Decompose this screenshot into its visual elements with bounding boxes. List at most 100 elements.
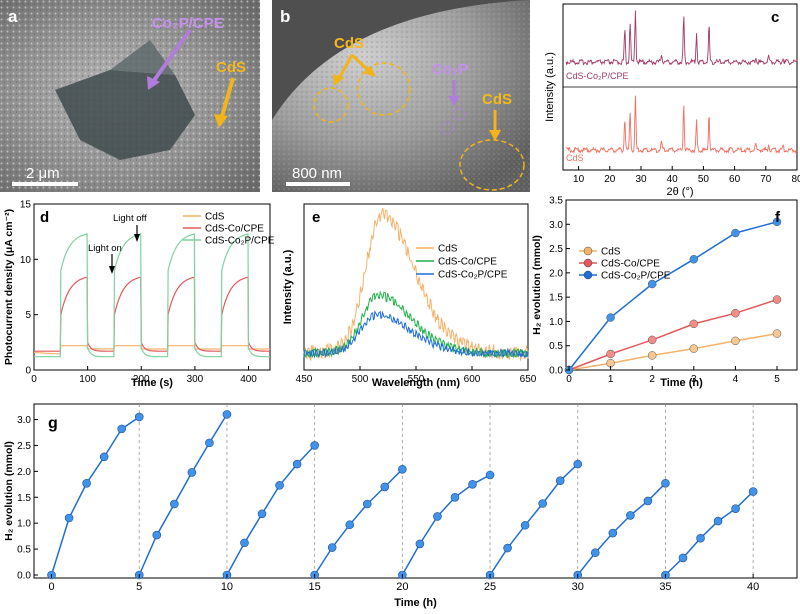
cycling-xtick-label: 15 (309, 581, 321, 593)
h2f-ylabel: H₂ evolution (mmol) (531, 235, 543, 335)
xrd-xtick-label: 40 (667, 174, 679, 185)
photocurrent-legend-0-label: CdS (205, 212, 225, 223)
cycling-point (275, 481, 284, 490)
cycling-point (713, 516, 723, 526)
panel-label-e: e (312, 209, 320, 226)
h2f-legend-0-label: CdS (601, 247, 621, 258)
xrd-xlabel: 2θ (°) (666, 186, 693, 198)
h2f-xtick-label: 2 (649, 374, 655, 385)
cycling-point (433, 512, 442, 521)
photocurrent-series-1 (34, 276, 270, 352)
cycling-point (205, 438, 214, 448)
pl-xlabel: Wavelength (nm) (372, 377, 461, 389)
h2f-point (689, 344, 699, 353)
circle-co2p-2 (452, 107, 466, 121)
panel-label-b: b (280, 7, 290, 26)
cycling-point (608, 528, 618, 538)
h2f-point (772, 329, 782, 338)
arrow-cds-a-head (214, 114, 228, 128)
cycling-point (626, 511, 635, 520)
cycling-xtick-label: 30 (572, 581, 584, 593)
panel-c-xrd-chart: CdS-Co₂P/CPE CdS 10 20 30 40 50 60 70 80 c 2θ (°) In… (544, 3, 800, 198)
scale-bar-label-b: 800 nm (292, 165, 342, 182)
cycling-point (398, 464, 407, 474)
cycling-point (696, 533, 705, 543)
h2f-xtick-label: 0 (566, 374, 572, 385)
xrd-xtick-label: 50 (698, 174, 710, 185)
cycling-point (415, 539, 425, 549)
pl-series-1 (303, 290, 529, 359)
cycling-ytick-label: 0.0 (17, 571, 31, 582)
cycling-point (292, 459, 302, 469)
h2f-series-2 (568, 221, 778, 371)
panel-label-g: g (48, 415, 58, 432)
h2f-ytick-label: 3.0 (549, 220, 563, 231)
xrd-series-label-top: CdS-Co₂P/CPE (566, 71, 629, 81)
arrow-co2p-a (148, 28, 192, 88)
arrow-cds-b1 (336, 53, 372, 81)
cycling-series-3 (313, 468, 403, 576)
annotation-cds-b2: CdS (482, 91, 512, 108)
cycling-point (503, 543, 512, 553)
cycling-point (134, 412, 144, 422)
cycling-point (152, 530, 162, 540)
h2f-frame (565, 199, 798, 371)
photocurrent-series-0 (34, 345, 270, 355)
photocurrent-ytick-label: 0 (25, 366, 31, 377)
arrow-co2p-a-head (147, 76, 160, 90)
circle-cds-2 (357, 62, 411, 116)
h2f-point (772, 217, 782, 227)
sem-a-flake-ridge (110, 40, 175, 75)
panel-label-a: a (8, 7, 18, 26)
panel-a-sem-image: a Co₂P/CPE CdS 2 μm (0, 0, 260, 192)
h2f-ytick-label: 0.0 (549, 366, 563, 377)
h2f-ytick-label: 2.0 (549, 268, 563, 279)
pl-xtick-label: 600 (464, 374, 481, 385)
xrd-xtick-label: 80 (791, 174, 800, 185)
h2f-ytick-label: 3.5 (549, 196, 563, 207)
h2f-point (606, 349, 615, 359)
cycling-xtick-label: 0 (48, 581, 54, 593)
sem-a-flake (55, 70, 195, 160)
photocurrent-frame (33, 203, 271, 371)
xrd-series-1 (565, 95, 798, 154)
cycling-point (748, 487, 758, 496)
panel-b-sem-image: b CdS Co₂P CdS 800 nm (272, 0, 530, 192)
photocurrent-xtick-label: 200 (133, 374, 150, 385)
cycling-xtick-label: 40 (747, 581, 759, 593)
h2f-point (772, 295, 782, 304)
photocurrent-xtick-label: 400 (240, 374, 257, 385)
cycling-point (573, 459, 583, 469)
xrd-xtick-label: 30 (635, 174, 647, 185)
cycling-series-0 (50, 416, 140, 576)
cycling-ytick-label: 0.5 (17, 545, 31, 556)
arrow-light-off-head (134, 234, 140, 242)
annotation-co2p-b: Co₂P (432, 61, 469, 78)
h2f-point (731, 336, 740, 346)
photocurrent-xtick-label: 100 (79, 374, 96, 385)
annotation-co2p-cpe: Co₂P/CPE (152, 15, 224, 32)
h2f-xtick-label: 1 (608, 374, 614, 385)
photocurrent-ytick-label: 10 (20, 255, 32, 266)
cycling-point (468, 480, 477, 489)
h2f-xtick-label: 5 (774, 374, 780, 385)
pl-xtick-label: 650 (520, 374, 537, 385)
cycling-point (257, 509, 267, 519)
cycling-point (643, 496, 653, 506)
h2f-legend-0-marker (583, 246, 593, 256)
cycling-series-6 (577, 482, 666, 576)
h2f-point (647, 335, 657, 345)
cycling-point (64, 513, 74, 523)
cycling-point (590, 548, 600, 558)
h2f-legend-1-label: CdS-Co/CPE (601, 259, 660, 270)
h2f-ytick-label: 0.5 (549, 341, 563, 352)
cycling-point (170, 499, 179, 509)
h2f-ytick-label: 1.0 (549, 317, 563, 328)
h2f-legend-1-marker (583, 258, 593, 268)
h2f-point (689, 319, 699, 329)
pl-ylabel: Intensity (a.u.) (282, 249, 294, 324)
cycling-point (678, 553, 688, 563)
cycling-series-7 (664, 491, 754, 576)
cycling-point (362, 499, 372, 509)
